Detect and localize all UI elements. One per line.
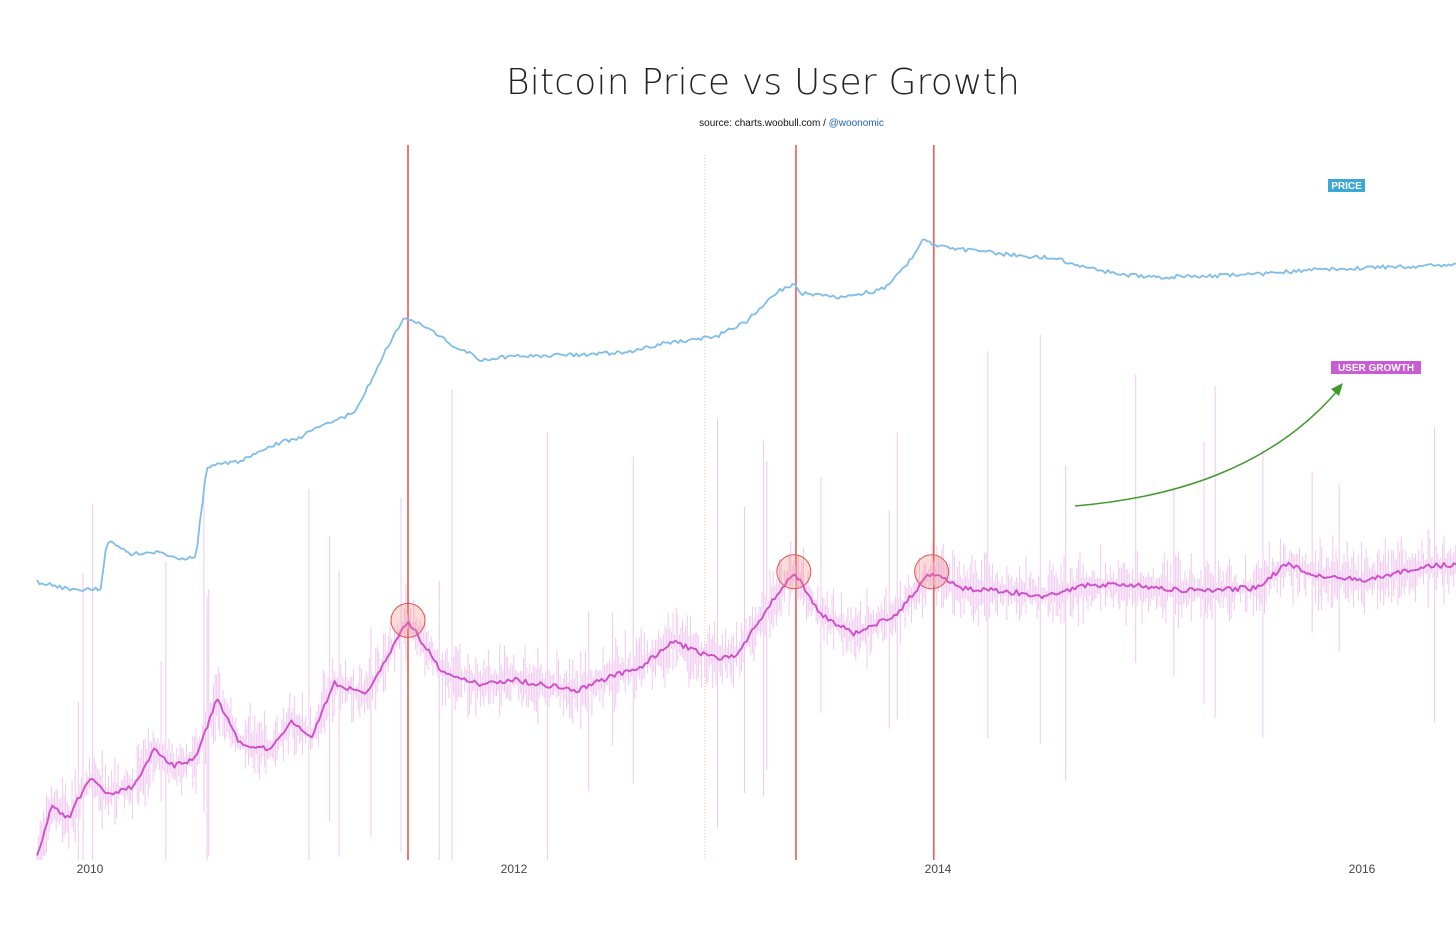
peak-highlight-circle [390, 602, 426, 638]
growth-arrow [1074, 383, 1343, 507]
user-growth-series-line [36, 561, 1456, 856]
peak-highlight-circle [914, 554, 950, 590]
chart-source: source: charts.woobull.com / @woonomic [0, 118, 1456, 129]
chart-title: Bitcoin Price vs User Growth [506, 62, 1020, 103]
vertical-markers [407, 145, 935, 860]
user-growth-raw-bars [36, 335, 1456, 860]
source-text: source: charts.woobull.com / [699, 118, 826, 129]
x-tick-label: 2014 [925, 862, 952, 876]
series-labels: PRICE USER GROWTH [1328, 179, 1421, 374]
price-series-line [36, 238, 1456, 592]
price-label-tag [1328, 179, 1365, 192]
user-growth-label-tag [1331, 361, 1421, 374]
x-tick-label: 2010 [77, 862, 104, 876]
series-lines [36, 238, 1456, 856]
x-tick-label: 2012 [501, 862, 528, 876]
x-axis-ticks: 2010201220142016201820202022 [77, 862, 1376, 876]
peak-highlight-circle [776, 554, 812, 590]
source-handle-link[interactable]: @woonomic [828, 118, 884, 129]
price-label-text: PRICE [1331, 181, 1362, 192]
growth-arrow-path [1074, 389, 1339, 507]
peak-highlights [390, 554, 950, 638]
x-tick-label: 2016 [1349, 862, 1376, 876]
user-growth-raw-path [36, 335, 1456, 860]
growth-arrow-head [1331, 383, 1343, 396]
user-growth-label-text: USER GROWTH [1338, 363, 1414, 374]
